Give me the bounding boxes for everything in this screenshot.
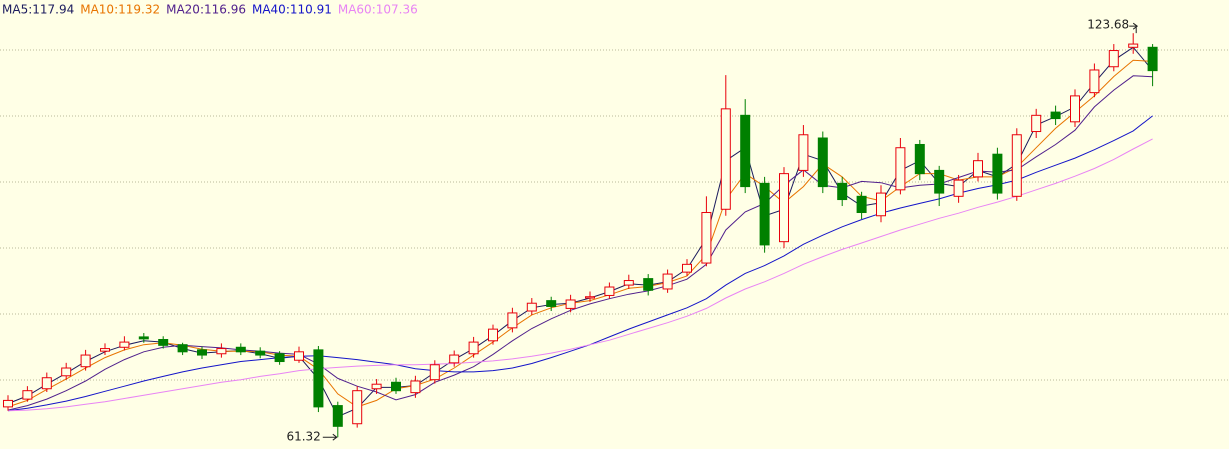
candle-body (604, 286, 615, 296)
legend-entry: MA20:116.96 (166, 3, 246, 17)
candle-body (197, 349, 207, 356)
candle-body (100, 348, 110, 352)
candle-body (255, 350, 266, 356)
candle-body (80, 354, 91, 368)
candle-body (1147, 46, 1158, 72)
candle-body (837, 182, 848, 201)
candle-body (953, 179, 964, 197)
legend: MA5:117.94 MA10:119.32 MA20:116.96 MA40:110… (2, 3, 418, 17)
candle-body (682, 263, 692, 273)
candle-body (1070, 95, 1080, 123)
candle-body (779, 173, 789, 243)
ma-line (7, 75, 1153, 411)
candle-body (429, 364, 440, 381)
candle-body (546, 300, 557, 307)
candle-body (895, 147, 906, 191)
candle-body (759, 182, 770, 246)
candle-body (294, 351, 304, 361)
candle-body (992, 153, 1003, 194)
candle-body (235, 346, 246, 353)
candle-body (662, 273, 673, 290)
candle-body (565, 299, 576, 309)
candle-body (643, 278, 654, 291)
candle-body (973, 160, 983, 178)
candle-body (41, 377, 52, 390)
candle-body (352, 390, 363, 425)
max-arrow (1129, 22, 1139, 34)
candle-body (371, 383, 382, 390)
candle-body (798, 134, 809, 171)
candle-body (876, 192, 886, 217)
ma-line (7, 59, 1153, 408)
candle-body (1050, 111, 1061, 120)
candle-body (158, 339, 169, 346)
candle-body (3, 399, 13, 408)
candle-body (914, 143, 925, 175)
candle-body (817, 137, 828, 188)
min-arrow (322, 433, 338, 441)
legend-entry: MA40:110.91 (252, 3, 332, 17)
candle-body (119, 341, 130, 348)
candle-body (61, 367, 72, 377)
min-label: 61.32 (286, 430, 320, 444)
candle-body (585, 296, 595, 299)
candle-body (468, 341, 479, 355)
candle-body (332, 405, 343, 427)
candle-body (701, 212, 712, 264)
candle-body (138, 336, 149, 340)
candle-body (507, 312, 518, 329)
candle-body (488, 328, 498, 342)
candle-body (313, 349, 324, 408)
ma-line (7, 115, 1153, 412)
candle-body (1011, 134, 1022, 197)
grid (0, 49, 1229, 381)
candle-body (1031, 114, 1042, 133)
candle-body (274, 353, 285, 363)
ma-line (7, 46, 1153, 418)
legend-entry: MA60:107.36 (338, 3, 418, 17)
candle-body (1089, 69, 1100, 94)
candle-body (856, 195, 867, 214)
candle-body (740, 114, 751, 188)
candle-body (449, 354, 460, 364)
ma-line (7, 138, 1153, 412)
candle-body (177, 344, 188, 353)
candle-body (720, 108, 731, 210)
candle-body (1128, 43, 1139, 48)
candle-body (526, 302, 537, 312)
candle-body (391, 381, 401, 392)
candle-body (1108, 50, 1119, 68)
max-label: 123.68 (1087, 18, 1129, 32)
candle-body (22, 390, 33, 400)
legend-entry: MA5:117.94 (2, 3, 74, 17)
candle-body (934, 169, 945, 194)
legend-entry: MA10:119.32 (80, 3, 160, 17)
candle-body (623, 280, 634, 286)
candle-body (410, 380, 421, 394)
candle-body (216, 348, 227, 355)
